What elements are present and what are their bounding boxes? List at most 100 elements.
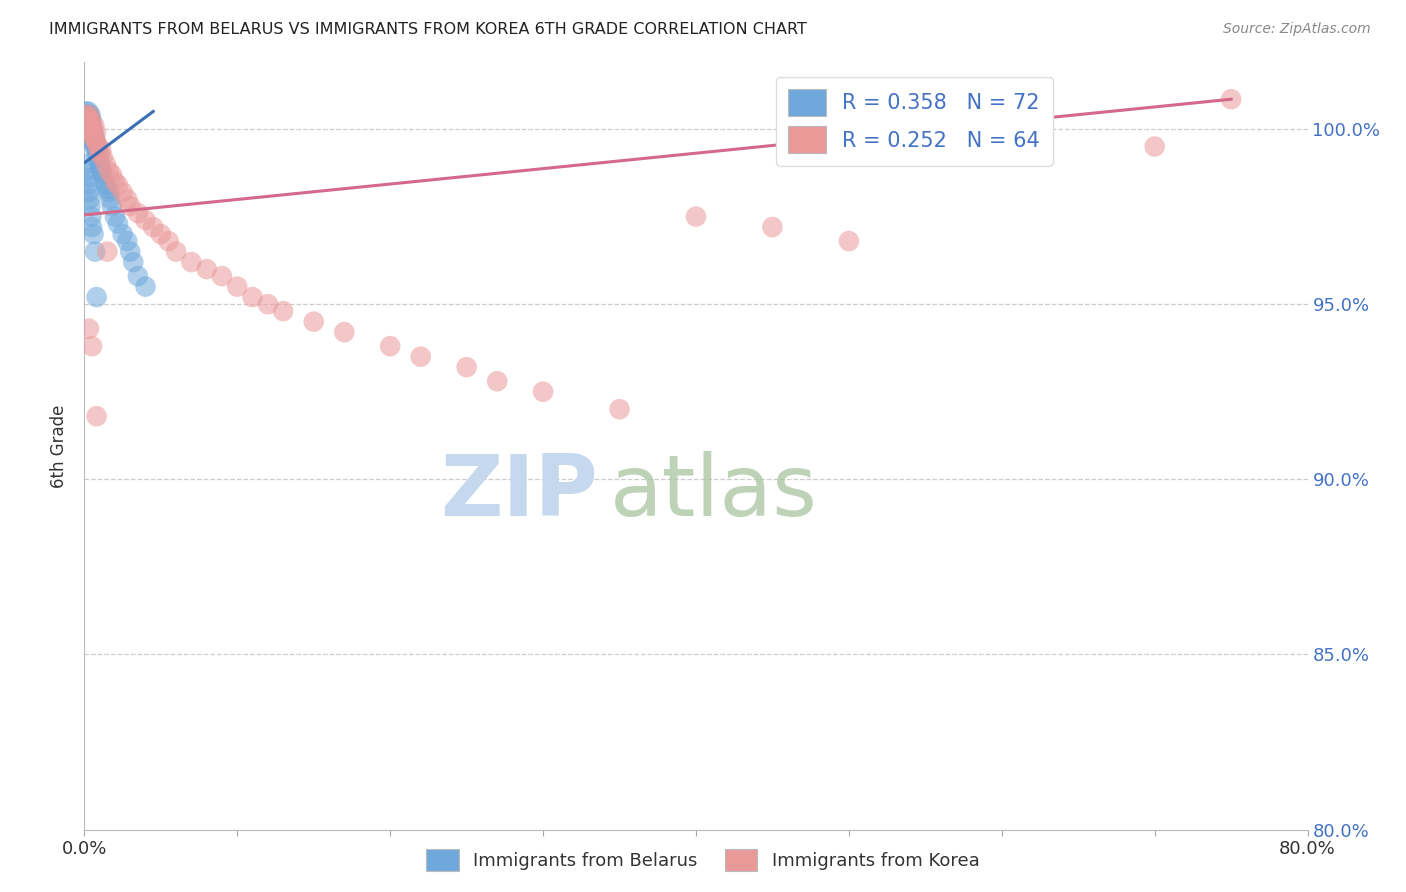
Point (93, 175, 115, 189)
Point (83, 128, 105, 143)
Point (83, 227, 105, 241)
Point (75, 112, 97, 126)
Point (80, 112, 103, 126)
Point (380, 339, 402, 353)
Point (456, 360, 478, 375)
Point (96, 181, 118, 195)
Point (87, 153, 110, 168)
Point (94, 178, 117, 192)
Point (79, 192, 101, 206)
Point (97, 164, 120, 178)
Point (115, 192, 138, 206)
Point (486, 374, 509, 388)
Point (84, 132, 107, 146)
Point (75, 115, 97, 129)
Point (86, 146, 108, 161)
Point (165, 244, 187, 259)
Point (211, 269, 233, 284)
Point (80, 115, 103, 129)
Point (77, 122, 100, 136)
Point (226, 279, 249, 293)
Point (84, 139, 107, 153)
Point (77, 112, 100, 126)
Point (75, 108, 97, 122)
Y-axis label: 6th Grade: 6th Grade (51, 404, 69, 488)
Point (80, 115, 103, 129)
Point (90, 143, 112, 157)
Point (76, 119, 98, 133)
Point (84, 244, 107, 259)
Point (82, 128, 104, 143)
Point (86, 143, 108, 157)
Point (77, 115, 100, 129)
Point (77, 115, 100, 129)
Point (107, 178, 129, 192)
Point (77, 185, 100, 199)
Point (80, 128, 103, 143)
Point (79, 122, 101, 136)
Point (75, 108, 97, 122)
Point (409, 350, 432, 364)
Point (76, 164, 98, 178)
Point (79, 126, 101, 140)
Point (80, 122, 103, 136)
Point (77, 178, 100, 192)
Point (111, 227, 134, 241)
Point (86, 136, 108, 150)
Point (127, 206, 149, 220)
Point (609, 402, 631, 417)
Point (97, 185, 120, 199)
Point (84, 132, 107, 146)
Point (149, 227, 172, 241)
Point (107, 217, 129, 231)
Point (333, 325, 356, 339)
Point (75, 157, 97, 171)
Point (77, 122, 100, 136)
Point (84, 126, 107, 140)
Point (79, 119, 101, 133)
Point (77, 104, 100, 119)
Text: ZIP: ZIP (440, 450, 598, 533)
Text: Source: ZipAtlas.com: Source: ZipAtlas.com (1223, 22, 1371, 37)
Point (75, 119, 97, 133)
Point (838, 234, 860, 248)
Point (271, 304, 294, 318)
Point (90, 164, 112, 178)
Point (76, 112, 98, 126)
Point (76, 115, 98, 129)
Point (76, 122, 98, 136)
Point (83, 126, 105, 140)
Point (77, 108, 100, 122)
Point (83, 136, 105, 150)
Point (257, 297, 280, 311)
Point (75, 115, 97, 129)
Point (82, 126, 104, 140)
Point (75, 119, 97, 133)
Point (127, 269, 149, 284)
Point (76, 115, 98, 129)
Point (87, 139, 110, 153)
Point (96, 244, 118, 259)
Point (104, 175, 127, 189)
Point (115, 234, 138, 248)
Text: atlas: atlas (610, 450, 818, 533)
Point (75, 112, 97, 126)
Point (86, 290, 108, 304)
Point (79, 112, 101, 126)
Point (242, 290, 264, 304)
Point (302, 315, 325, 329)
Point (80, 210, 103, 224)
Point (83, 139, 105, 153)
Point (104, 210, 127, 224)
Point (180, 255, 202, 269)
Point (77, 321, 100, 335)
Point (94, 157, 117, 171)
Point (101, 199, 124, 213)
Point (101, 168, 124, 182)
Point (1143, 139, 1166, 153)
Point (142, 220, 165, 235)
Text: IMMIGRANTS FROM BELARUS VS IMMIGRANTS FROM KOREA 6TH GRADE CORRELATION CHART: IMMIGRANTS FROM BELARUS VS IMMIGRANTS FR… (49, 22, 807, 37)
Point (111, 185, 134, 199)
Point (157, 234, 180, 248)
Point (87, 150, 110, 164)
